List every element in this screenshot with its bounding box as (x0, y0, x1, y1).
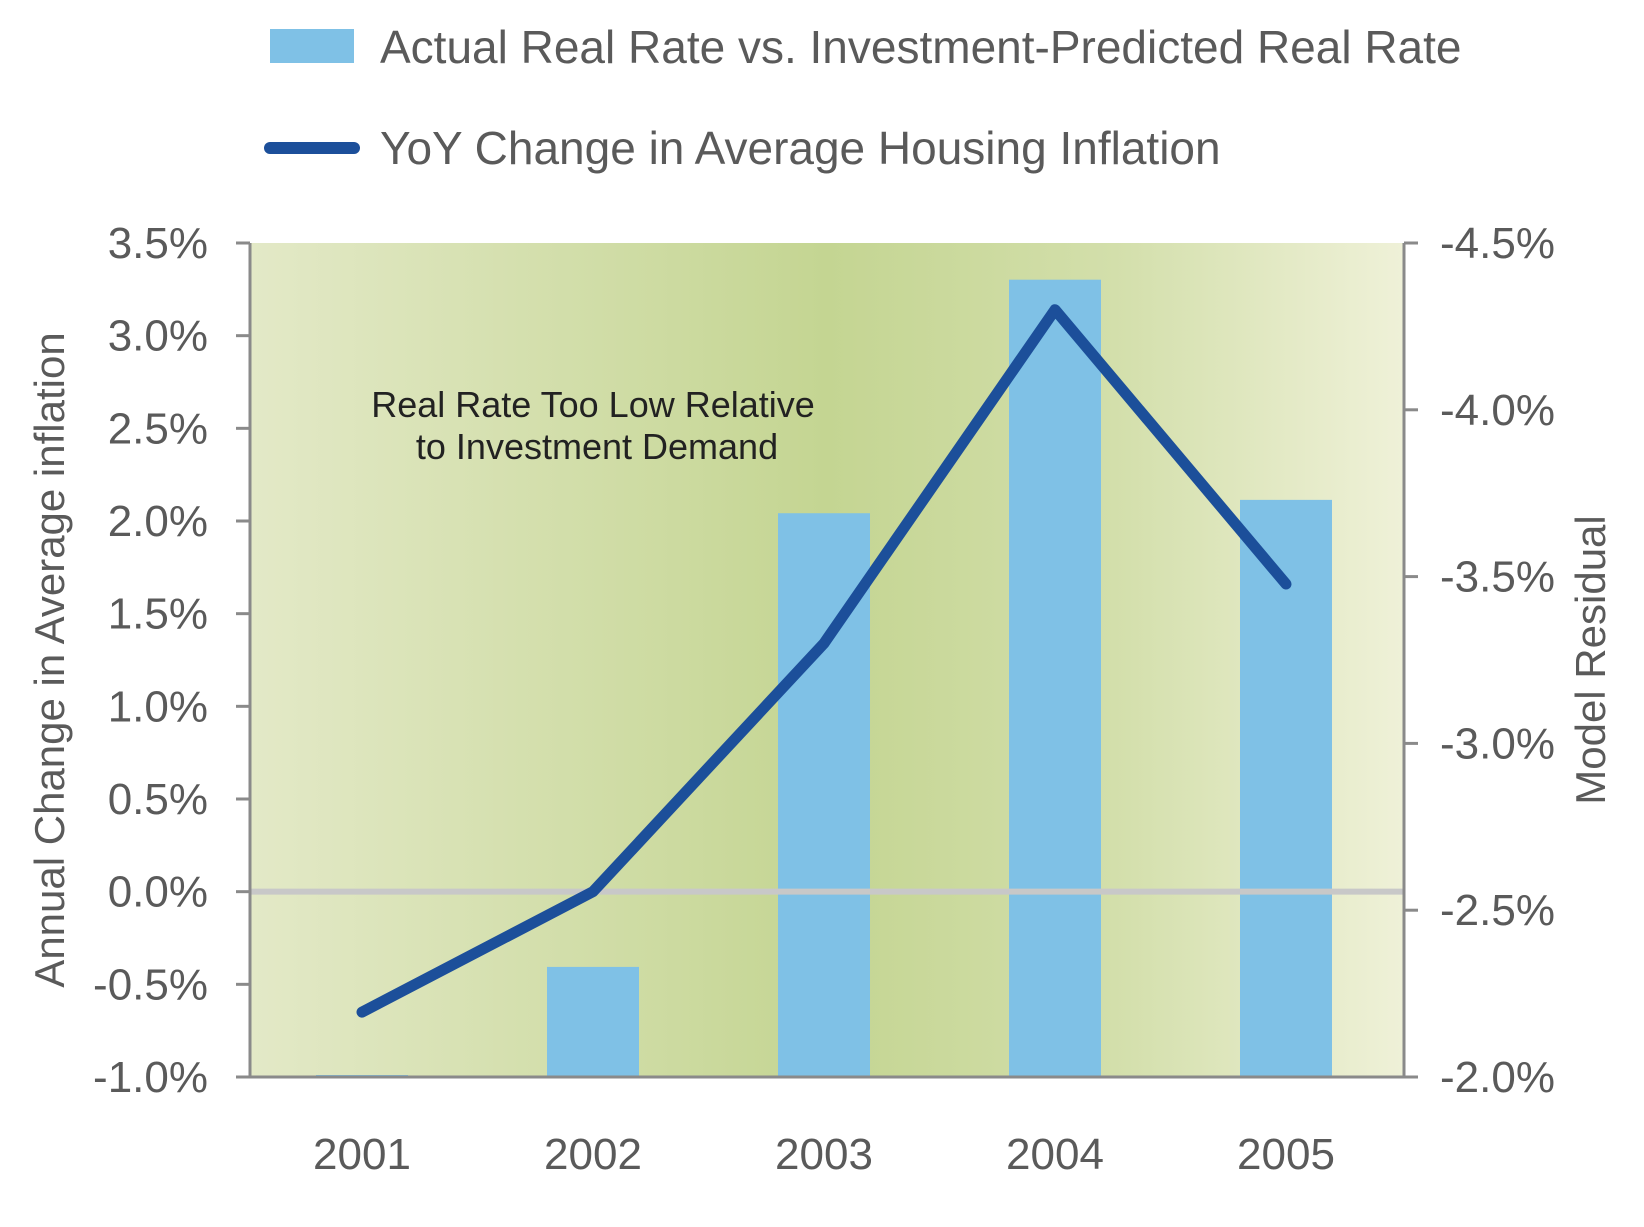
left-tick-label: 2.0% (108, 497, 208, 546)
left-axis-ticks: -1.0% -0.5% 0.0% 0.5% 1.0% 1.5% 2.0% 2.5% 3.0% 3.… (93, 219, 250, 1102)
annotation-line-1: Real Rate Too Low Relative (371, 384, 815, 425)
right-axis-title: Model Residual (1567, 515, 1614, 805)
right-tick-label: -3.0% (1440, 719, 1555, 768)
left-tick-label: 2.5% (108, 404, 208, 453)
left-tick-label: 0.5% (108, 775, 208, 824)
left-tick-label: -0.5% (93, 960, 208, 1009)
x-tick-label: 2001 (313, 1130, 411, 1179)
bar-2004 (1009, 280, 1101, 1077)
x-tick-label: 2002 (544, 1130, 642, 1179)
legend-line-label: YoY Change in Average Housing Inflation (380, 122, 1221, 174)
right-tick-label: -4.5% (1440, 219, 1555, 268)
legend-bar-label: Actual Real Rate vs. Investment-Predicte… (380, 21, 1462, 73)
left-tick-label: 1.5% (108, 590, 208, 639)
right-tick-label: -3.5% (1440, 553, 1555, 602)
annotation-line-2: to Investment Demand (416, 426, 778, 467)
legend: Actual Real Rate vs. Investment-Predicte… (270, 21, 1462, 174)
left-tick-label: 1.0% (108, 682, 208, 731)
x-tick-label: 2004 (1006, 1130, 1104, 1179)
x-axis-ticks: 2001 2002 2003 2004 2005 (313, 1130, 1335, 1179)
left-tick-label: -1.0% (93, 1053, 208, 1102)
left-tick-label: 0.0% (108, 868, 208, 917)
bar-2002 (547, 967, 639, 1077)
left-axis-title: Annual Change in Average inflation (26, 332, 73, 987)
right-tick-label: -2.0% (1440, 1053, 1555, 1102)
x-tick-label: 2005 (1237, 1130, 1335, 1179)
annotation: Real Rate Too Low Relative to Investment… (371, 384, 815, 467)
right-tick-label: -4.0% (1440, 386, 1555, 435)
legend-bar-swatch (270, 29, 354, 63)
right-axis-ticks: -2.0% -2.5% -3.0% -3.5% -4.0% -4.5% (1404, 219, 1555, 1102)
left-tick-label: 3.0% (108, 312, 208, 361)
x-tick-label: 2003 (775, 1130, 873, 1179)
right-tick-label: -2.5% (1440, 886, 1555, 935)
left-tick-label: 3.5% (108, 219, 208, 268)
